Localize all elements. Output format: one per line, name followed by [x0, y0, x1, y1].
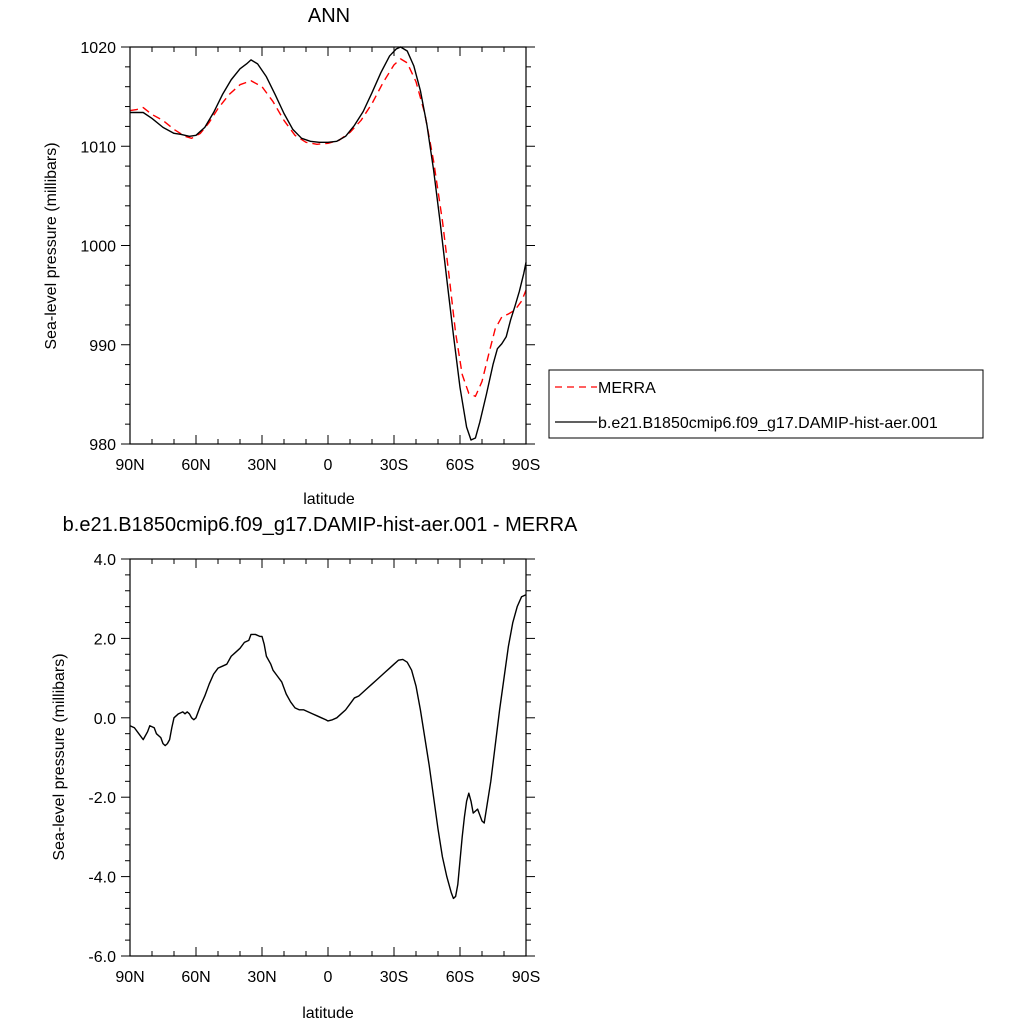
bottom-x-tick-label: 0 [324, 969, 333, 986]
top-chart-legend: MERRA b.e21.B1850cmip6.f09_g17.DAMIP-his… [548, 369, 984, 439]
bottom-y-tick-label: -6.0 [88, 949, 116, 966]
top-chart-panel: ANN latitude Sea-level pressure (milliba… [43, 5, 540, 508]
bottom-x-tick-label: 60N [181, 969, 210, 986]
bottom-y-tick-label: 4.0 [94, 552, 116, 569]
top-chart-title: ANN [308, 5, 350, 27]
top-x-tick-label: 60S [446, 457, 474, 474]
top-chart-xlabel: latitude [303, 491, 355, 508]
top-x-tick-label: 60N [181, 457, 210, 474]
bottom-chart-xlabel: latitude [302, 1005, 354, 1022]
top-y-tick-label: 1000 [80, 239, 116, 256]
top-y-tick-label: 990 [89, 338, 116, 355]
bottom-y-tick-label: 2.0 [94, 631, 116, 648]
bottom-chart-title: b.e21.B1850cmip6.f09_g17.DAMIP-hist-aer.… [63, 514, 578, 536]
bottom-y-tick-label: -4.0 [88, 870, 116, 887]
legend-box [548, 369, 984, 439]
top-x-tick-label: 90S [512, 457, 540, 474]
bottom-y-tick-label: 0.0 [94, 711, 116, 728]
top-y-tick-label: 980 [89, 437, 116, 454]
bottom-x-tick-label: 30N [247, 969, 276, 986]
top-y-tick-label: 1020 [80, 40, 116, 57]
bottom-x-tick-label: 30S [380, 969, 408, 986]
legend-label-model: b.e21.B1850cmip6.f09_g17.DAMIP-hist-aer.… [598, 415, 938, 432]
top-x-tick-label: 0 [324, 457, 333, 474]
top-x-tick-label: 30S [380, 457, 408, 474]
bottom-x-tick-label: 60S [446, 969, 474, 986]
bottom-series-line-0 [129, 594, 527, 900]
top-chart-ylabel: Sea-level pressure (millibars) [43, 142, 60, 349]
bottom-plot-frame [129, 558, 527, 957]
bottom-chart-panel: b.e21.B1850cmip6.f09_g17.DAMIP-hist-aer.… [51, 514, 578, 1022]
bottom-y-tick-label: -2.0 [88, 790, 116, 807]
top-x-tick-label: 30N [247, 457, 276, 474]
top-x-tick-label: 90N [115, 457, 144, 474]
top-y-tick-label: 1010 [80, 139, 116, 156]
bottom-chart-ylabel: Sea-level pressure (millibars) [51, 653, 68, 860]
bottom-x-tick-label: 90S [512, 969, 540, 986]
bottom-x-tick-label: 90N [115, 969, 144, 986]
top-series-line-1 [130, 46, 527, 441]
top-plot-frame [129, 46, 527, 445]
legend-label-merra: MERRA [598, 380, 656, 397]
top-series-line-0 [129, 58, 527, 398]
